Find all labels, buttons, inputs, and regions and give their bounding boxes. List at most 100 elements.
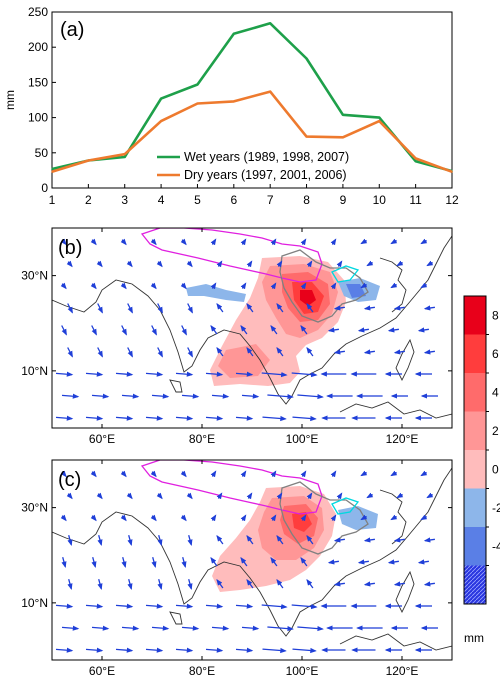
wind-vector (127, 579, 133, 591)
wind-vector (85, 371, 104, 377)
wind-vector (360, 238, 368, 245)
wind-vector (390, 282, 398, 289)
wind-vector (306, 346, 314, 357)
panel-b-map (52, 228, 452, 422)
wind-vector (157, 579, 163, 591)
coastline-c (52, 467, 452, 637)
wind-vector (181, 393, 200, 399)
data-point (233, 33, 235, 35)
wind-vector (55, 415, 74, 421)
panel-b-ticks: 60°E 80°E 100°E 120°E 10°N 30°N (21, 228, 452, 446)
wind-vector (363, 581, 375, 587)
wind-vector (366, 492, 374, 499)
wind-vector (246, 534, 254, 545)
wind-vector (241, 393, 260, 399)
wind-vector (240, 282, 247, 290)
y-tick-label: 100 (28, 111, 48, 125)
wind-vector (55, 647, 74, 653)
wind-vector (291, 603, 318, 610)
lat-tick-label: 10°N (21, 364, 48, 378)
wind-vector (120, 282, 127, 290)
china-coast-c (379, 489, 407, 545)
wind-vector (360, 282, 368, 289)
wind-vector (276, 302, 284, 313)
wind-vector (393, 349, 405, 355)
wind-vector (175, 415, 194, 421)
wind-vector (306, 534, 314, 545)
wind-vector (363, 537, 375, 543)
wind-vector (90, 282, 97, 290)
wind-vector (180, 238, 187, 246)
wind-vector (120, 238, 127, 246)
x-tick-label: 8 (303, 193, 310, 207)
wind-vector (267, 393, 294, 400)
wind-vector (246, 492, 253, 500)
wind-vector (205, 647, 224, 653)
tibet-outline-b (140, 228, 323, 283)
x-tick-label: 10 (373, 193, 387, 207)
colorbar-segment (464, 411, 486, 450)
wind-vector (330, 238, 337, 246)
wind-vector (216, 492, 223, 500)
lon-tick-label: 60°E (89, 432, 115, 446)
legend-dry: Dry years (1997, 2001, 2006) (184, 168, 347, 182)
wind-vector (246, 578, 254, 589)
wind-vector (157, 535, 163, 547)
wind-vector (126, 260, 133, 268)
wind-vector (115, 415, 134, 421)
lon-tick-label: 80°E (189, 664, 215, 678)
wind-vector (85, 415, 104, 421)
wind-vector (333, 305, 345, 311)
wind-vector (396, 492, 404, 499)
wind-vector (115, 371, 134, 377)
wind-vector (90, 238, 97, 246)
colorbar-tick-label: 8 (492, 308, 499, 322)
lon-tick-label: 120°E (386, 432, 419, 446)
wind-vector (360, 514, 368, 521)
colorbar-unit: mm (464, 631, 484, 645)
china-coast-b (379, 257, 407, 313)
wind-vector (60, 282, 67, 290)
wind-vector (240, 324, 248, 335)
sri-lanka-c (169, 611, 183, 625)
wind-vector (336, 260, 343, 268)
wind-vector (150, 282, 157, 290)
wind-vector (327, 559, 339, 565)
x-tick-label: 3 (121, 193, 128, 207)
wind-vector (246, 260, 253, 268)
lon-tick-label: 80°E (189, 432, 215, 446)
colorbar-segment (464, 373, 486, 412)
wind-vector (180, 470, 187, 478)
wind-vector (306, 578, 314, 589)
philippines-b (395, 338, 415, 382)
series-lines (51, 21, 453, 174)
wind-vector (246, 346, 254, 357)
wind-vector (181, 557, 187, 569)
wind-vector (390, 470, 398, 477)
wind-vector (181, 625, 200, 631)
wind-vector (157, 303, 163, 314)
panel-b-frame (51, 227, 453, 429)
wind-vector (96, 260, 103, 268)
wind-vector (205, 371, 224, 377)
wind-vector (267, 625, 294, 632)
wind-vector (330, 282, 337, 290)
wind-vector (61, 393, 80, 399)
wind-vector (61, 325, 67, 336)
wind-vector (330, 514, 337, 522)
wind-vector (270, 470, 277, 478)
lat-tick-label: 30°N (21, 269, 48, 283)
wind-vector (180, 282, 187, 290)
wind-vector (66, 492, 73, 500)
wind-vector (67, 303, 73, 314)
x-tick-label: 5 (194, 193, 201, 207)
data-point (123, 156, 126, 158)
wind-vector (306, 260, 313, 268)
colorbar-tick-label: 0 (492, 462, 499, 476)
x-tick-label: 2 (85, 193, 92, 207)
wind-vector (330, 470, 337, 478)
wind-vector (211, 393, 230, 399)
wind-vector (157, 347, 163, 358)
wind-vector (270, 556, 278, 567)
